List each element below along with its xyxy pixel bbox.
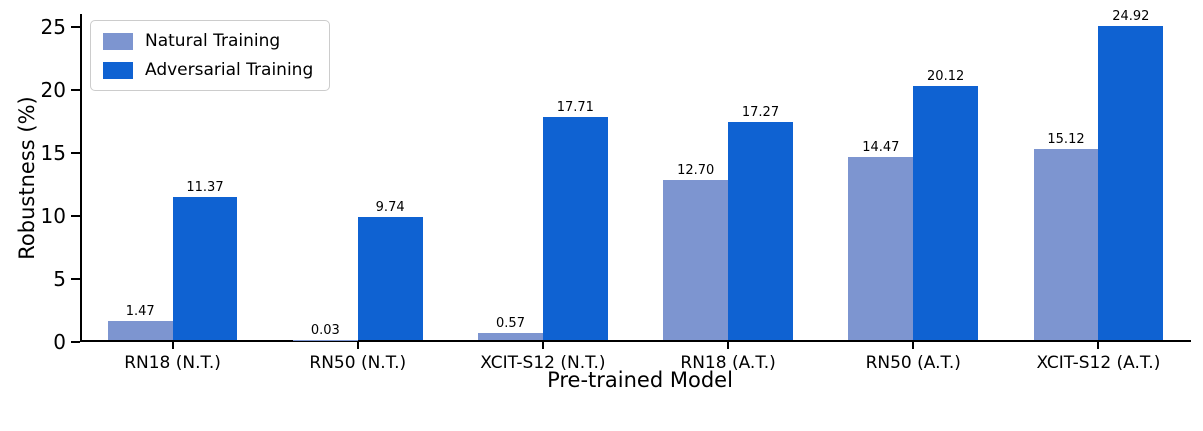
x-axis-tick-mark [541, 342, 544, 349]
legend-label: Natural Training [145, 31, 281, 51]
bar-value-label: 20.12 [927, 69, 965, 85]
y-axis-tick-mark [71, 25, 80, 28]
bar-value-label: 0.57 [496, 315, 525, 331]
x-axis-title: Pre-trained Model [547, 368, 733, 392]
bar-adversarial-training [357, 217, 423, 340]
bar-natural-training [478, 332, 543, 340]
bar-value-label: 14.47 [862, 140, 900, 156]
x-axis-tick-label: RN18 (N.T.) [124, 353, 221, 373]
bar-value-label: 12.70 [677, 162, 715, 178]
y-axis-tick-label: 10 [40, 203, 66, 228]
bar-value-label: 17.71 [556, 99, 594, 115]
bar-value-label: 24.92 [1112, 8, 1150, 24]
bar-adversarial-training [728, 122, 793, 340]
y-axis-spine [80, 14, 82, 342]
bar-natural-training [107, 321, 173, 340]
legend-label: Adversarial Training [145, 60, 314, 80]
y-axis-tick-label: 5 [53, 266, 66, 291]
y-axis-tick-label: 25 [40, 14, 66, 39]
bar-value-label: 9.74 [375, 200, 405, 216]
x-axis-tick-mark [1097, 342, 1100, 349]
adversarial-training-legend-swatch [103, 61, 133, 79]
bar-adversarial-training [1098, 25, 1164, 340]
y-axis-tick-mark [71, 341, 80, 343]
x-axis-tick-mark [912, 342, 915, 349]
x-axis-tick-mark [356, 342, 359, 349]
x-axis-tick-mark [171, 342, 174, 349]
x-axis-tick-mark [727, 342, 730, 349]
legend-item-natural-training: Natural Training [103, 31, 313, 51]
bar-adversarial-training [913, 86, 979, 340]
y-axis-tick-mark [71, 214, 80, 217]
y-axis-title: Robustness (%) [15, 96, 39, 260]
bar-value-label: 17.27 [741, 105, 780, 121]
x-axis-tick-label: XCIT-S12 (A.T.) [1036, 353, 1161, 373]
plot-area: 0 5 10 15 20 25 RN18 (N.T.) RN50 (N.T.) XCIT-S12… [41, 10, 1191, 373]
bar-natural-training [848, 157, 914, 340]
y-axis-tick-label: 15 [40, 140, 66, 165]
natural-training-legend-swatch [103, 32, 133, 50]
y-axis-tick-label: 20 [40, 77, 66, 102]
x-axis-tick-label: XCIT-S12 (N.T.) [480, 353, 606, 373]
x-axis-tick-label: RN18 (A.T.) [680, 353, 776, 373]
bar-value-label: 11.37 [186, 179, 224, 195]
x-axis-spine [80, 340, 1191, 342]
bar-value-label: 0.03 [310, 322, 340, 338]
legend: Natural Training Adversarial Training [90, 20, 331, 91]
legend-item-adversarial-training: Adversarial Training [103, 60, 313, 80]
bar-adversarial-training [542, 116, 608, 340]
bar-adversarial-training [172, 196, 238, 340]
y-axis-tick-label: 0 [53, 330, 66, 354]
x-axis-tick-label: RN50 (A.T.) [865, 353, 961, 373]
bar-natural-training [663, 179, 729, 340]
y-axis-tick-mark [71, 151, 80, 154]
bar-natural-training [1033, 149, 1099, 340]
y-axis-tick-mark [71, 277, 80, 280]
bar-value-label: 1.47 [125, 304, 155, 320]
y-axis-tick-mark [71, 88, 80, 91]
x-axis-tick-label: RN50 (N.T.) [309, 353, 407, 373]
bar-value-label: 15.12 [1047, 132, 1085, 148]
